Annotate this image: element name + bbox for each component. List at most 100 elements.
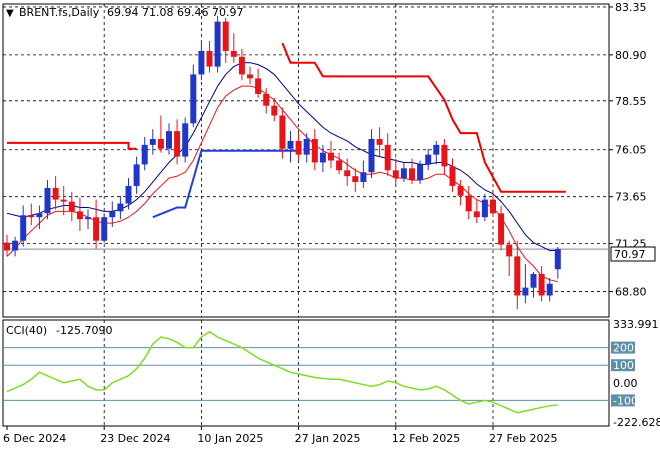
candle	[400, 162, 407, 183]
cci-tick-label: 200	[613, 342, 634, 355]
candle	[481, 193, 488, 222]
candle	[190, 64, 197, 128]
candle-body	[449, 166, 456, 186]
cci-value: -125.7090	[56, 324, 112, 337]
candle-body	[400, 168, 407, 179]
candle	[514, 240, 521, 310]
candle-body	[60, 199, 67, 202]
candle-body	[20, 215, 27, 241]
candle	[263, 88, 270, 114]
candle-body	[222, 21, 229, 51]
candle-body	[352, 176, 359, 183]
candle-body	[392, 170, 399, 179]
candle	[287, 131, 294, 163]
candle-body	[12, 240, 19, 251]
candle-body	[336, 160, 343, 171]
stop-line-red	[281, 42, 566, 193]
candle-body	[360, 172, 367, 183]
candle	[141, 137, 148, 171]
last-price-tag-bg	[610, 246, 656, 262]
cci-level-tag-bg	[611, 341, 635, 354]
candle-body	[384, 144, 391, 171]
symbol-dropdown-icon[interactable]: ▼	[6, 8, 14, 19]
y-tick-label: 80.90	[615, 49, 647, 62]
candle	[384, 133, 391, 177]
candle-body	[166, 131, 172, 149]
candle	[457, 180, 464, 206]
candle	[117, 195, 124, 220]
stop-line-red-early	[7, 141, 137, 150]
candle-body	[514, 256, 521, 296]
cci-levels	[3, 347, 609, 401]
candle	[449, 158, 456, 192]
candle-body	[506, 244, 513, 257]
candle	[85, 209, 91, 229]
candle	[174, 119, 181, 165]
candle-body	[117, 203, 124, 212]
candle-body	[198, 50, 205, 75]
y-tick-label: 73.65	[615, 191, 647, 204]
candle	[554, 246, 561, 279]
candle-body	[425, 154, 432, 165]
candle-body	[125, 185, 132, 204]
x-tick-label: 27 Feb 2025	[489, 432, 557, 445]
cci-tick-label: -222.628	[613, 416, 660, 429]
candle	[93, 199, 100, 249]
candle	[303, 133, 310, 163]
candle-body	[141, 144, 148, 165]
candle-body	[546, 283, 553, 296]
y-tick-label: 83.35	[615, 1, 647, 14]
candle-body	[465, 195, 472, 212]
candle-body	[498, 213, 505, 245]
candle-body	[52, 187, 59, 200]
candle-body	[473, 211, 480, 218]
cci-layer	[6, 330, 558, 414]
candle-body	[368, 138, 375, 173]
candle	[538, 266, 545, 302]
candle	[157, 115, 164, 153]
candle-body	[538, 273, 545, 296]
candle	[295, 133, 302, 161]
candle	[271, 97, 278, 122]
y-tick-label: 76.05	[615, 144, 647, 157]
candle	[433, 140, 440, 165]
candle-body	[263, 93, 270, 106]
candle-body	[182, 123, 189, 157]
candle-body	[409, 168, 415, 181]
cci-tick-label: -100	[613, 394, 638, 407]
candle-body	[441, 144, 448, 167]
candle-body	[247, 74, 253, 79]
candle	[336, 152, 343, 175]
candle	[279, 107, 286, 159]
candle	[222, 17, 229, 63]
candle	[60, 185, 67, 216]
candle-body	[206, 50, 213, 67]
ma-slow-line	[6, 62, 558, 251]
cci-tick-label: 100	[613, 359, 634, 372]
candle	[76, 197, 83, 231]
x-tick-label: 23 Dec 2024	[100, 432, 170, 445]
candle	[409, 158, 415, 184]
candle	[368, 129, 375, 179]
cci-level-tag-bg	[611, 359, 635, 372]
candle	[352, 168, 359, 192]
candle	[376, 127, 383, 157]
cci-level-tag-bg	[611, 394, 635, 407]
candle-body	[376, 138, 383, 145]
candle-body	[279, 115, 286, 149]
x-tick-label: 10 Jan 2025	[197, 432, 263, 445]
candle	[425, 148, 432, 171]
candle-body	[109, 211, 116, 218]
x-tick-label: 12 Feb 2025	[392, 432, 460, 445]
candle-body	[530, 273, 537, 288]
candle	[149, 129, 156, 155]
candle	[4, 234, 10, 257]
candle-body	[311, 138, 318, 163]
candle-body	[255, 78, 262, 94]
candle	[473, 199, 480, 224]
candle-body	[303, 138, 310, 155]
cci-tick-label: 333.991	[613, 318, 659, 331]
candle-body	[344, 170, 351, 177]
